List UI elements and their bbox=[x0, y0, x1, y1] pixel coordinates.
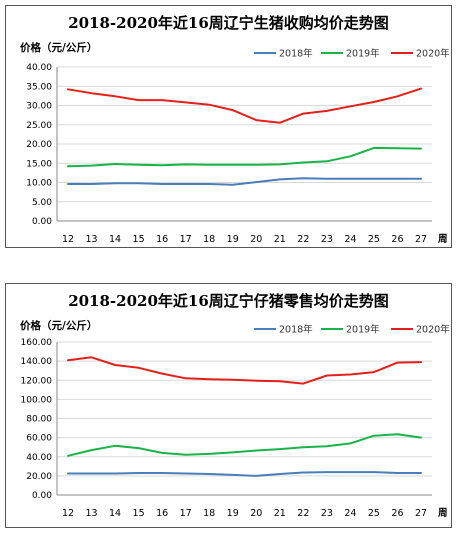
x-tick-label: 17 bbox=[180, 234, 192, 245]
chart-title: 2018-2020年近16周辽宁仔猪零售均价走势图 bbox=[68, 292, 389, 310]
x-tick-label: 15 bbox=[133, 508, 145, 519]
y-tick-label: 80.00 bbox=[26, 415, 52, 425]
x-tick-label: 27 bbox=[415, 508, 427, 519]
y-tick-label: 5.00 bbox=[32, 198, 52, 208]
series-line bbox=[67, 87, 422, 124]
x-tick-label: 14 bbox=[109, 234, 121, 245]
x-tick-label: 18 bbox=[203, 234, 215, 245]
x-axis-label: 周 bbox=[438, 508, 448, 519]
y-tick-label: 20.00 bbox=[26, 140, 52, 150]
series-line bbox=[67, 433, 422, 457]
x-tick-label: 22 bbox=[297, 234, 309, 245]
x-tick-label: 12 bbox=[62, 508, 74, 519]
y-tick-label: 10.00 bbox=[26, 179, 52, 189]
y-tick-label: 40.00 bbox=[26, 453, 52, 463]
x-tick-label: 23 bbox=[321, 508, 333, 519]
x-tick-label: 15 bbox=[133, 234, 145, 245]
y-tick-label: 60.00 bbox=[26, 434, 52, 444]
series-line bbox=[67, 177, 422, 186]
x-tick-label: 16 bbox=[156, 508, 168, 519]
series-line bbox=[67, 471, 422, 477]
series-line bbox=[67, 146, 422, 168]
x-tick-label: 26 bbox=[391, 234, 403, 245]
x-tick-label: 24 bbox=[344, 508, 356, 519]
x-axis-label: 周 bbox=[438, 234, 448, 245]
y-axis-label: 价格（元/公斤） bbox=[20, 42, 98, 54]
x-tick-label: 19 bbox=[227, 234, 239, 245]
legend-label: 2018年 bbox=[279, 324, 313, 336]
legend-label: 2018年 bbox=[279, 48, 313, 60]
y-tick-label: 15.00 bbox=[26, 159, 52, 169]
chart-title: 2018-2020年近16周辽宁生猪收购均价走势图 bbox=[68, 14, 389, 32]
x-tick-label: 21 bbox=[274, 234, 286, 245]
x-tick-label: 19 bbox=[227, 508, 239, 519]
legend-label: 2020年 bbox=[416, 324, 450, 336]
y-axis-label: 价格（元/公斤） bbox=[20, 320, 98, 332]
series-line bbox=[67, 356, 422, 385]
x-tick-label: 20 bbox=[250, 234, 262, 245]
x-tick-label: 25 bbox=[368, 508, 380, 519]
x-tick-label: 27 bbox=[415, 234, 427, 245]
legend-label: 2020年 bbox=[416, 48, 450, 60]
y-tick-label: 40.00 bbox=[26, 63, 52, 73]
chart-panel-live-pig: 2018-2020年近16周辽宁生猪收购均价走势图 价格（元/公斤） 0.00 5… bbox=[5, 5, 452, 248]
x-tick-label: 20 bbox=[250, 508, 262, 519]
y-tick-label: 120.00 bbox=[21, 376, 53, 386]
y-tick-label: 0.00 bbox=[32, 217, 52, 227]
x-tick-label: 17 bbox=[180, 508, 192, 519]
x-tick-label: 14 bbox=[109, 508, 121, 519]
y-tick-label: 100.00 bbox=[21, 395, 53, 405]
y-tick-label: 20.00 bbox=[26, 472, 52, 482]
legend-label: 2019年 bbox=[346, 48, 380, 60]
x-tick-label: 13 bbox=[85, 234, 97, 245]
y-tick-label: 140.00 bbox=[21, 357, 53, 367]
y-tick-label: 35.00 bbox=[26, 82, 52, 92]
y-tick-label: 25.00 bbox=[26, 121, 52, 131]
legend-label: 2019年 bbox=[346, 324, 380, 336]
chart-panel-piglet: 2018-2020年近16周辽宁仔猪零售均价走势图 价格（元/公斤） 0.00 2… bbox=[5, 283, 452, 528]
chart-plot-live-pig: 0.00 5.00 10.00 15.00 20.00 25.00 30.00 35.00 40… bbox=[26, 48, 450, 246]
x-tick-label: 18 bbox=[203, 508, 215, 519]
x-tick-label: 16 bbox=[156, 234, 168, 245]
y-tick-label: 160.00 bbox=[21, 338, 53, 348]
x-tick-label: 12 bbox=[62, 234, 74, 245]
y-tick-label: 0.00 bbox=[32, 491, 52, 501]
y-tick-label: 30.00 bbox=[26, 102, 52, 112]
chart-plot-piglet: 0.00 20.00 40.00 60.00 80.00 100.00 120.00 140.… bbox=[21, 324, 451, 520]
x-tick-label: 23 bbox=[321, 234, 333, 245]
x-tick-label: 13 bbox=[85, 508, 97, 519]
x-tick-label: 22 bbox=[297, 508, 309, 519]
x-tick-label: 24 bbox=[344, 234, 356, 245]
x-tick-label: 21 bbox=[274, 508, 286, 519]
x-tick-label: 25 bbox=[368, 234, 380, 245]
x-tick-label: 26 bbox=[391, 508, 403, 519]
